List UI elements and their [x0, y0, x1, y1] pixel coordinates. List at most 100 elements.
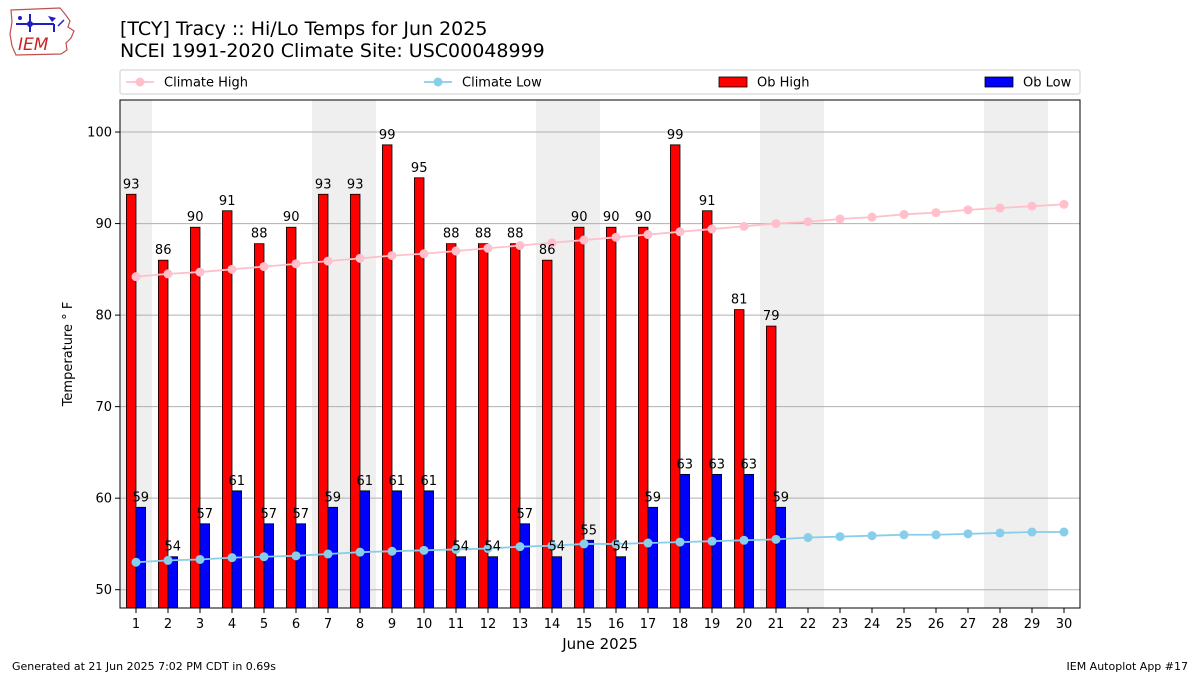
climate-low-line — [135, 531, 1064, 564]
plot-frame — [119, 99, 1081, 609]
ob-low-bar-label: 54 — [549, 540, 566, 555]
legend-box — [119, 69, 1081, 95]
x-tick-label: 22 — [800, 617, 817, 632]
x-tick-label: 8 — [356, 617, 364, 632]
x-tick-label: 21 — [768, 617, 785, 632]
x-tick-label: 16 — [608, 617, 625, 632]
x-tick-label: 19 — [704, 617, 721, 632]
climate-high-point — [963, 205, 973, 215]
x-tick-label: 3 — [196, 617, 204, 632]
ob-low-bar-label: 54 — [165, 540, 182, 555]
ob-high-bar-label: 90 — [187, 210, 204, 225]
ob-high-bar — [574, 226, 585, 609]
climate-high-point — [355, 253, 365, 263]
climate-high-point — [131, 272, 141, 282]
ob-high-bar-label: 81 — [731, 293, 748, 308]
ob-low-bar — [455, 556, 467, 609]
ob-low-bar-label: 54 — [613, 540, 630, 555]
y-tick-label: 90 — [95, 217, 112, 232]
climate-low-point — [963, 529, 973, 539]
legend-ob-high-label: Ob High — [757, 76, 810, 91]
ob-low-bar-label: 55 — [581, 523, 598, 538]
ob-high-bar-label: 95 — [411, 161, 428, 176]
x-tick-label: 14 — [544, 617, 561, 632]
x-tick-label: 13 — [512, 617, 529, 632]
climate-low-point — [899, 530, 909, 540]
ob-high-bar — [766, 325, 777, 609]
y-tick-label: 50 — [95, 583, 112, 598]
ob-high-bar-label: 86 — [539, 243, 556, 258]
climate-high-point — [451, 246, 461, 256]
ob-high-bar-label: 99 — [667, 128, 684, 143]
ob-low-bar-label: 59 — [645, 490, 662, 505]
x-tick-label: 28 — [992, 617, 1009, 632]
weekend-band — [1016, 100, 1048, 608]
ob-low-bar-label: 59 — [133, 490, 150, 505]
x-tick-label: 17 — [640, 617, 657, 632]
climate-high-series — [131, 199, 1069, 282]
climate-high-point — [771, 219, 781, 229]
ob-low-bar — [295, 523, 307, 609]
legend-climate-low-dot — [433, 77, 443, 87]
climate-low-point — [195, 554, 205, 564]
climate-low-point — [643, 538, 653, 548]
climate-low-point — [771, 534, 781, 544]
climate-high-point — [579, 235, 589, 245]
x-tick-label: 15 — [576, 617, 593, 632]
ob-low-bar-label: 59 — [325, 490, 342, 505]
ob-low-bar — [231, 490, 243, 609]
ob-low-bar-label: 63 — [677, 457, 694, 472]
climate-high-point — [899, 209, 909, 219]
climate-low-point — [1027, 527, 1037, 537]
weekend-band — [984, 100, 1016, 608]
climate-low-point — [291, 551, 301, 561]
weather-instrument-icon — [16, 14, 65, 32]
ob-high-bars — [126, 144, 777, 609]
climate-high-point — [483, 243, 493, 253]
y-tick-label: 70 — [95, 400, 112, 415]
legend-climate-high-dot — [135, 77, 145, 87]
climate-low-point — [419, 545, 429, 555]
iem-logo-text: IEM — [18, 35, 49, 55]
y-gridlines — [120, 131, 1080, 591]
x-tick-label: 30 — [1056, 617, 1073, 632]
iem-logo: IEM — [9, 7, 75, 56]
x-tick-label: 27 — [960, 617, 977, 632]
chart-title-line2: NCEI 1991-2020 Climate Site: USC00048999 — [120, 40, 545, 62]
climate-high-point — [163, 269, 173, 279]
climate-high-point — [1027, 201, 1037, 211]
climate-low-point — [1059, 527, 1069, 537]
ob-high-bar-label: 90 — [571, 210, 588, 225]
iowa-outline-icon — [9, 7, 75, 56]
ob-high-bar-label: 90 — [635, 210, 652, 225]
legend-ob-low-label: Ob Low — [1023, 76, 1072, 91]
climate-low-series — [131, 527, 1069, 567]
ob-high-bar-label: 93 — [123, 177, 140, 192]
x-tick-label: 4 — [228, 617, 236, 632]
ob-low-bar-label: 57 — [293, 507, 310, 522]
climate-high-point — [835, 214, 845, 224]
x-tick-label: 2 — [164, 617, 172, 632]
ob-high-bar — [189, 226, 201, 609]
climate-high-point — [867, 212, 877, 222]
chart-title-line1: [TCY] Tracy :: Hi/Lo Temps for Jun 2025 — [120, 18, 488, 40]
ob-low-bar-label: 57 — [517, 507, 534, 522]
climate-low-point — [483, 544, 493, 554]
climate-low-point — [611, 539, 621, 549]
ob-low-bar-label: 61 — [389, 474, 406, 489]
x-tick-label: 18 — [672, 617, 689, 632]
climate-low-point — [515, 542, 525, 552]
climate-low-point — [931, 530, 941, 540]
climate-high-point — [931, 208, 941, 218]
x-axis: 1 2 3 4 5 6 7 8 9 10 11 12 13 14 15 16 17 18 19 20 21 22 23 24 2… — [132, 608, 1072, 632]
ob-high-bar-label: 99 — [379, 128, 396, 143]
x-axis-label: June 2025 — [561, 635, 638, 653]
climate-low-point — [835, 532, 845, 542]
x-tick-label: 9 — [388, 617, 396, 632]
ob-low-bar — [647, 506, 659, 609]
climate-low-point — [739, 535, 749, 545]
climate-high-point — [707, 224, 717, 234]
x-tick-label: 11 — [448, 617, 465, 632]
climate-low-point — [227, 553, 237, 563]
x-tick-label: 10 — [416, 617, 433, 632]
